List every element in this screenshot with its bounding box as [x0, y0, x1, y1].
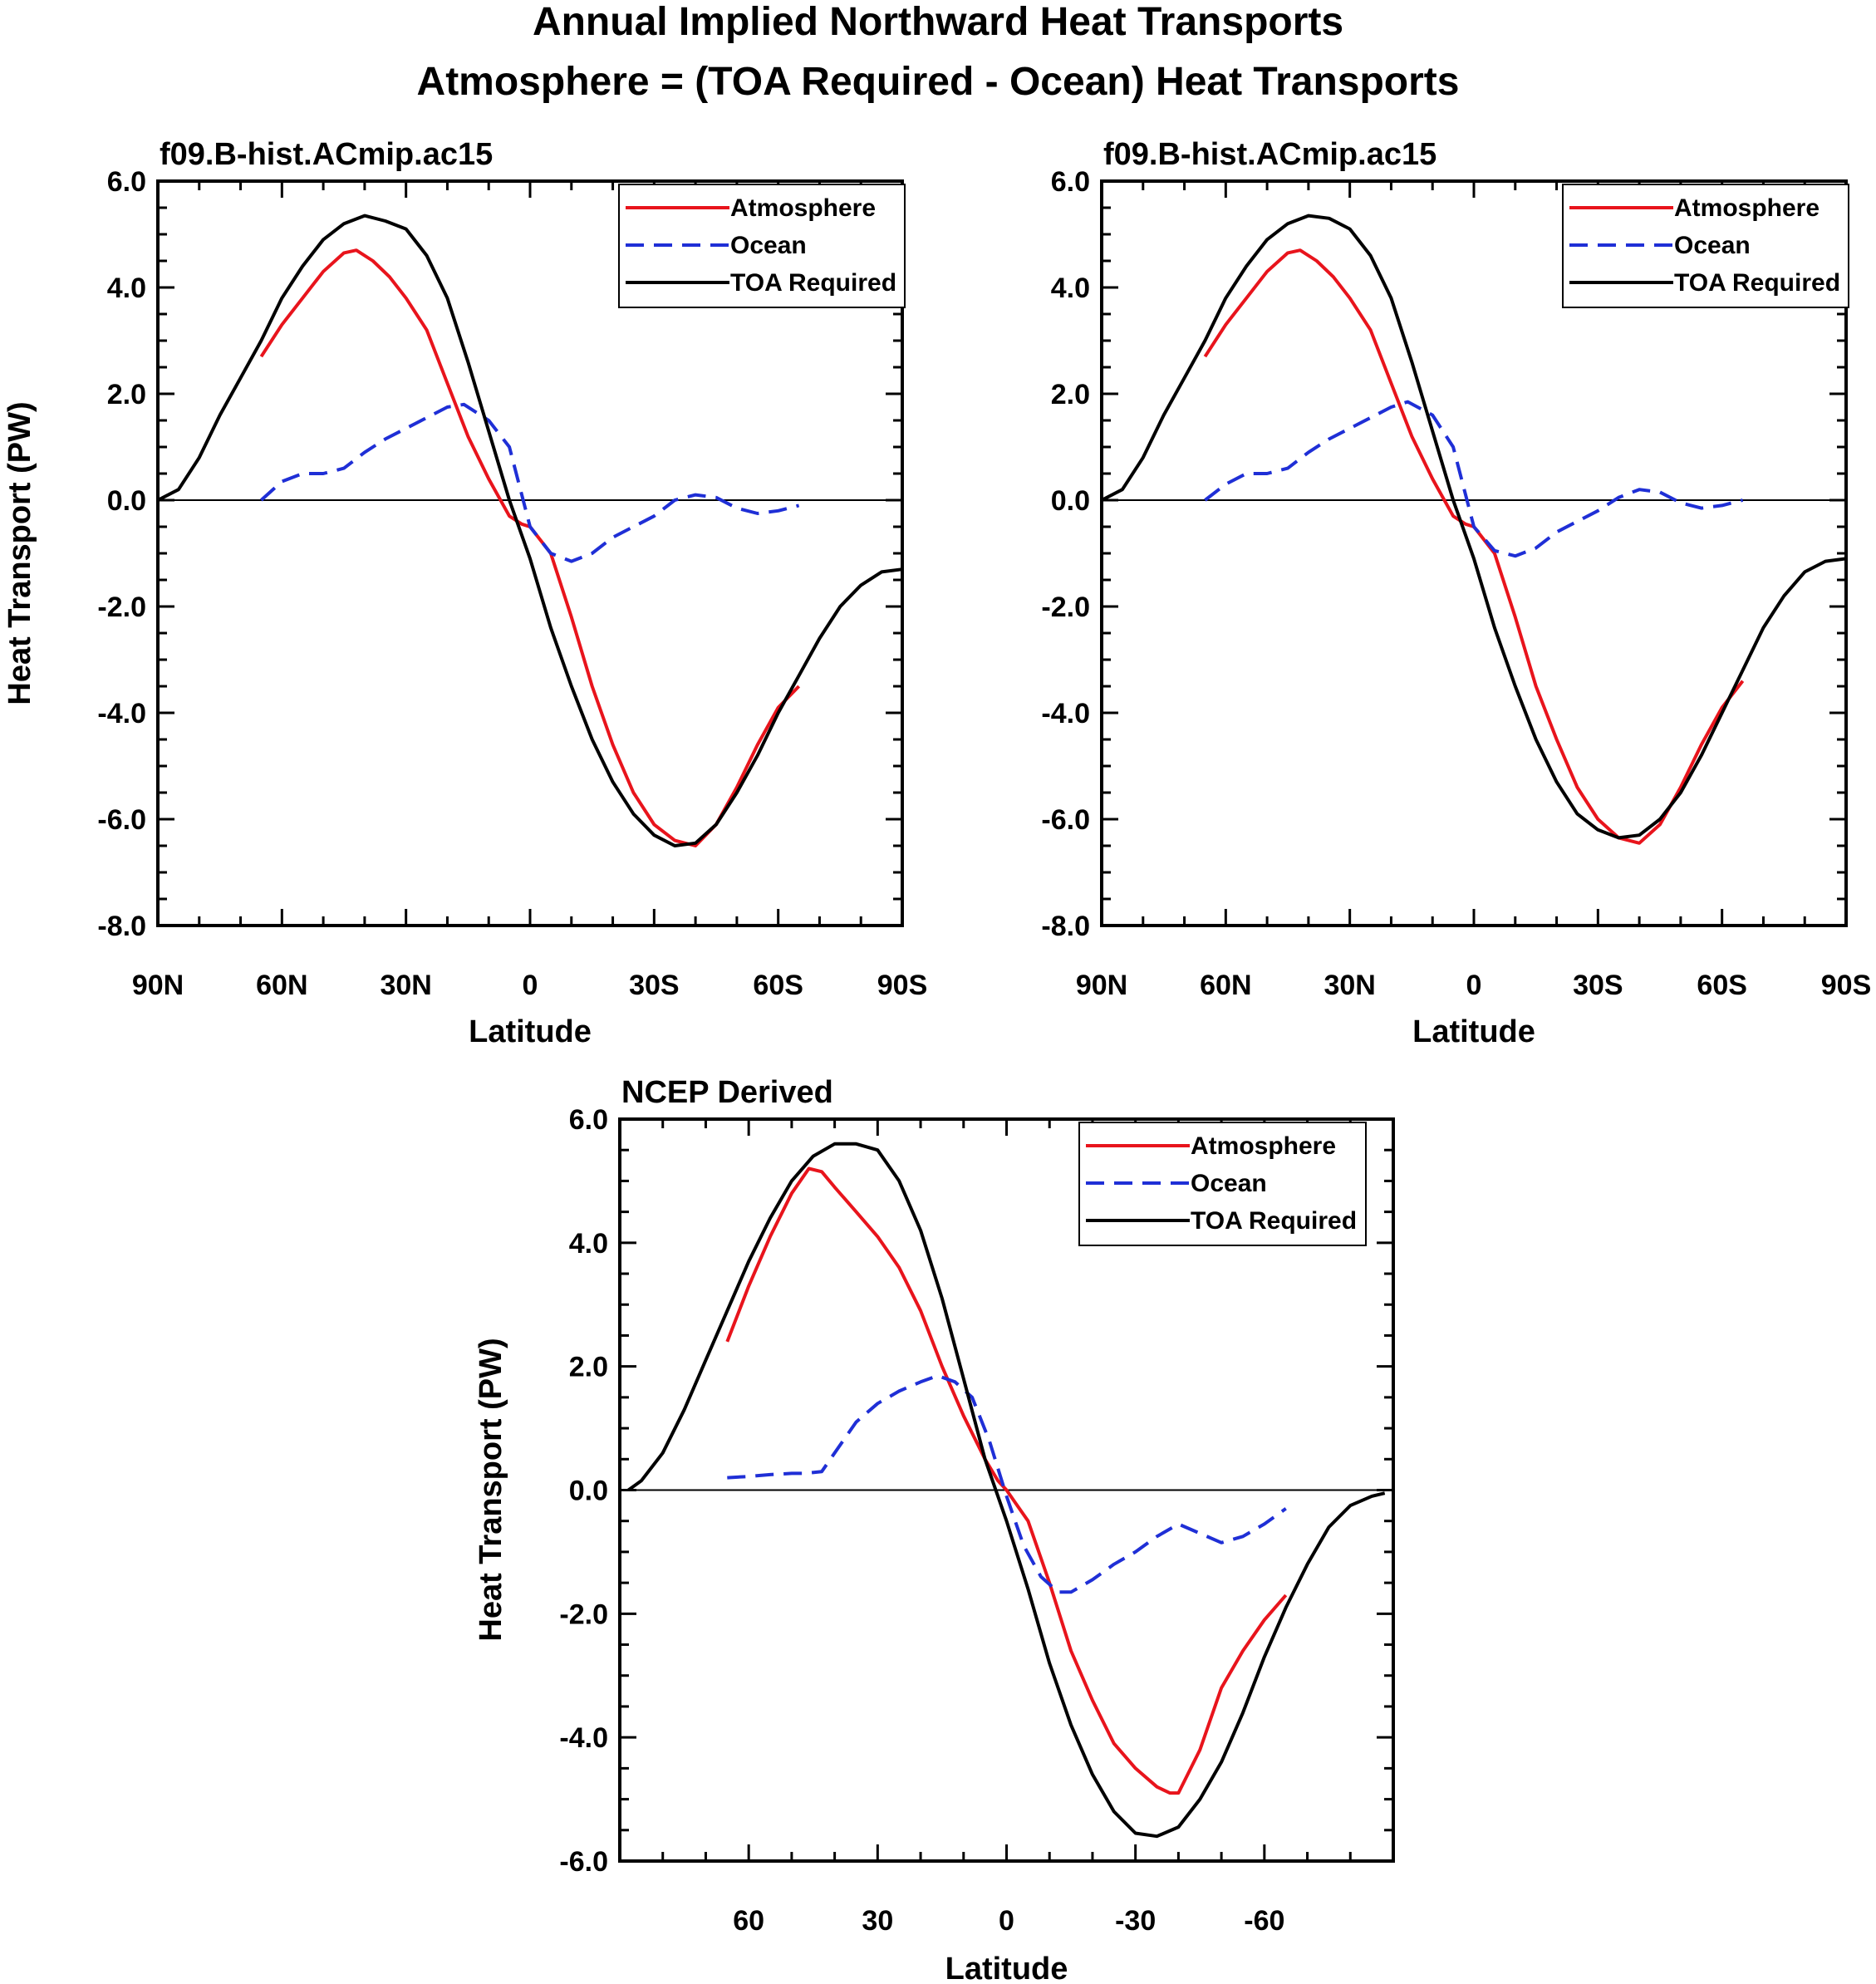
y-tick-label: 0.0 [1051, 485, 1090, 517]
x-tick-label: 60N [256, 970, 307, 1001]
series-line-toa-required [627, 1142, 1386, 1839]
x-tick-label: 60N [1200, 970, 1251, 1001]
series-line-atmosphere [1203, 248, 1745, 845]
x-axis-label: Latitude [469, 1014, 592, 1049]
y-tick-label: 2.0 [569, 1352, 608, 1383]
y-tick-label: -2.0 [559, 1598, 608, 1630]
x-tick-label: 30S [629, 970, 680, 1001]
y-tick-label: -2.0 [97, 592, 146, 623]
legend-label: TOA Required [1674, 269, 1840, 297]
y-tick-label: 4.0 [569, 1228, 608, 1260]
x-tick-label: 0 [999, 1905, 1014, 1937]
x-axis-label: Latitude [945, 1952, 1068, 1984]
x-tick-label: 30N [380, 970, 431, 1001]
y-tick-label: -6.0 [559, 1846, 608, 1878]
legend-label: Atmosphere [1674, 194, 1820, 222]
x-tick-label: 60S [753, 970, 803, 1001]
y-tick-label: 0.0 [107, 485, 146, 517]
chart-panel-top-left: f09.B-hist.ACmip.ac15 6.0 4.0 2.0 0.0 -2.0 -4.… [2, 137, 927, 1049]
series-line-atmosphere [725, 1166, 1288, 1795]
x-tick-label: 60 [733, 1905, 764, 1937]
x-tick-label: 30 [862, 1905, 893, 1937]
series-line-ocean [260, 402, 800, 563]
chart-panel-top-right: f09.B-hist.ACmip.ac15 6.0 4.0 2.0 0.0 -2.0 -4.… [1041, 137, 1871, 1049]
x-axis-label: Latitude [1412, 1014, 1535, 1049]
x-tick-label: 30S [1573, 970, 1623, 1001]
y-tick-label: 4.0 [107, 273, 146, 304]
y-tick-label: 6.0 [107, 166, 146, 198]
y-tick-label: -4.0 [97, 698, 146, 729]
x-tick-label: 90N [1076, 970, 1127, 1001]
y-tick-label: 6.0 [1051, 166, 1090, 198]
y-tick-label: -6.0 [97, 804, 146, 836]
figure-title-line1: Annual Implied Northward Heat Transports [533, 0, 1343, 44]
x-tick-label: 90S [877, 970, 928, 1001]
x-tick-label: -30 [1115, 1905, 1156, 1937]
y-tick-label: -4.0 [559, 1722, 608, 1754]
x-tick-label: -60 [1244, 1905, 1284, 1937]
y-tick-label: 0.0 [569, 1476, 608, 1507]
y-tick-label: 2.0 [1051, 379, 1090, 410]
series-line-toa-required [157, 214, 903, 847]
panel-title: f09.B-hist.ACmip.ac15 [160, 137, 493, 172]
legend-label: TOA Required [730, 269, 896, 297]
y-axis-label: Heat Transport (PW) [2, 401, 37, 705]
x-tick-label: 90S [1821, 970, 1872, 1001]
series-line-atmosphere [259, 248, 801, 847]
panel-title: f09.B-hist.ACmip.ac15 [1103, 137, 1436, 172]
legend-label: Ocean [1191, 1170, 1267, 1197]
y-tick-label: -2.0 [1041, 592, 1090, 623]
x-tick-label: 60S [1697, 970, 1747, 1001]
y-tick-label: -8.0 [1041, 911, 1090, 942]
y-axis-label: Heat Transport (PW) [474, 1338, 508, 1641]
x-tick-label: 0 [523, 970, 538, 1001]
legend-label: Atmosphere [1191, 1132, 1336, 1160]
chart-panel-ncep: NCEP Derived 6.0 4.0 2.0 0.0 -2.0 -4.0 -6.0 60 30… [474, 1075, 1395, 1984]
y-tick-label: -4.0 [1041, 698, 1090, 729]
y-tick-label: 2.0 [107, 379, 146, 410]
legend-label: Ocean [730, 232, 807, 259]
x-tick-label: 0 [1466, 970, 1482, 1001]
x-tick-label: 30N [1324, 970, 1375, 1001]
figure-title-line2: Atmosphere = (TOA Required - Ocean) Heat… [417, 60, 1460, 104]
y-tick-label: 4.0 [1051, 273, 1090, 304]
y-tick-label: -6.0 [1041, 804, 1090, 836]
legend-label: TOA Required [1191, 1207, 1357, 1235]
legend-label: Atmosphere [730, 194, 876, 222]
series-line-ocean [727, 1373, 1287, 1594]
y-tick-label: 6.0 [569, 1104, 608, 1136]
x-tick-label: 90N [132, 970, 184, 1001]
y-tick-label: -8.0 [97, 911, 146, 942]
series-line-toa-required [1101, 214, 1847, 840]
legend-label: Ocean [1674, 232, 1751, 259]
panel-title: NCEP Derived [621, 1075, 833, 1110]
series-line-ocean [1204, 400, 1744, 558]
